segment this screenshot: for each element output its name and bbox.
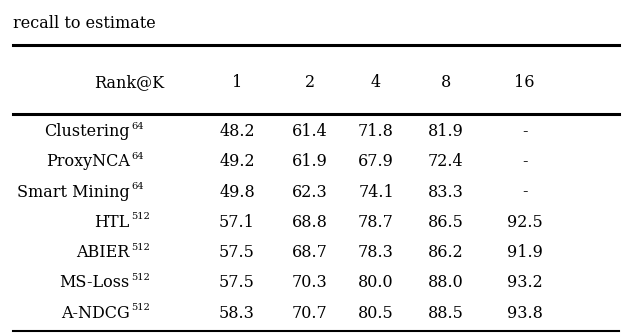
- Text: 512: 512: [131, 303, 150, 312]
- Text: 48.2: 48.2: [219, 123, 255, 140]
- Text: 81.9: 81.9: [428, 123, 463, 140]
- Text: 70.7: 70.7: [292, 304, 327, 322]
- Text: 4: 4: [371, 74, 381, 91]
- Text: -: -: [522, 183, 527, 201]
- Text: 93.2: 93.2: [507, 274, 542, 291]
- Text: Rank@K: Rank@K: [95, 74, 164, 91]
- Text: 61.4: 61.4: [292, 123, 327, 140]
- Text: Smart Mining: Smart Mining: [17, 183, 130, 201]
- Text: 86.5: 86.5: [428, 214, 463, 231]
- Text: 512: 512: [131, 273, 150, 282]
- Text: 512: 512: [131, 212, 150, 221]
- Text: 57.5: 57.5: [219, 274, 255, 291]
- Text: 2: 2: [305, 74, 315, 91]
- Text: 61.9: 61.9: [292, 153, 327, 170]
- Text: 70.3: 70.3: [292, 274, 327, 291]
- Text: 62.3: 62.3: [292, 183, 327, 201]
- Text: Clustering: Clustering: [44, 123, 130, 140]
- Text: 8: 8: [441, 74, 451, 91]
- Text: ABIER: ABIER: [76, 244, 130, 261]
- Text: 74.1: 74.1: [358, 183, 394, 201]
- Text: -: -: [522, 123, 527, 140]
- Text: HTL: HTL: [94, 214, 130, 231]
- Text: 49.8: 49.8: [219, 183, 255, 201]
- Text: 68.8: 68.8: [292, 214, 327, 231]
- Text: 83.3: 83.3: [428, 183, 463, 201]
- Text: 78.7: 78.7: [358, 214, 394, 231]
- Text: 88.5: 88.5: [428, 304, 463, 322]
- Text: 64: 64: [131, 152, 144, 161]
- Text: 86.2: 86.2: [428, 244, 463, 261]
- Text: ProxyNCA: ProxyNCA: [46, 153, 130, 170]
- Text: 1: 1: [232, 74, 242, 91]
- Text: 16: 16: [514, 74, 535, 91]
- Text: 64: 64: [131, 182, 144, 191]
- Text: 78.3: 78.3: [358, 244, 394, 261]
- Text: 71.8: 71.8: [358, 123, 394, 140]
- Text: 91.9: 91.9: [507, 244, 542, 261]
- Text: A-NDCG: A-NDCG: [61, 304, 130, 322]
- Text: 72.4: 72.4: [428, 153, 463, 170]
- Text: -: -: [522, 153, 527, 170]
- Text: 49.2: 49.2: [219, 153, 255, 170]
- Text: 80.0: 80.0: [358, 274, 394, 291]
- Text: 93.8: 93.8: [507, 304, 542, 322]
- Text: 68.7: 68.7: [292, 244, 327, 261]
- Text: 57.1: 57.1: [219, 214, 255, 231]
- Text: 88.0: 88.0: [428, 274, 463, 291]
- Text: 92.5: 92.5: [507, 214, 542, 231]
- Text: recall to estimate: recall to estimate: [13, 15, 155, 32]
- Text: 58.3: 58.3: [219, 304, 255, 322]
- Text: 80.5: 80.5: [358, 304, 394, 322]
- Text: 64: 64: [131, 122, 144, 131]
- Text: 512: 512: [131, 243, 150, 252]
- Text: 67.9: 67.9: [358, 153, 394, 170]
- Text: MS-Loss: MS-Loss: [59, 274, 130, 291]
- Text: 57.5: 57.5: [219, 244, 255, 261]
